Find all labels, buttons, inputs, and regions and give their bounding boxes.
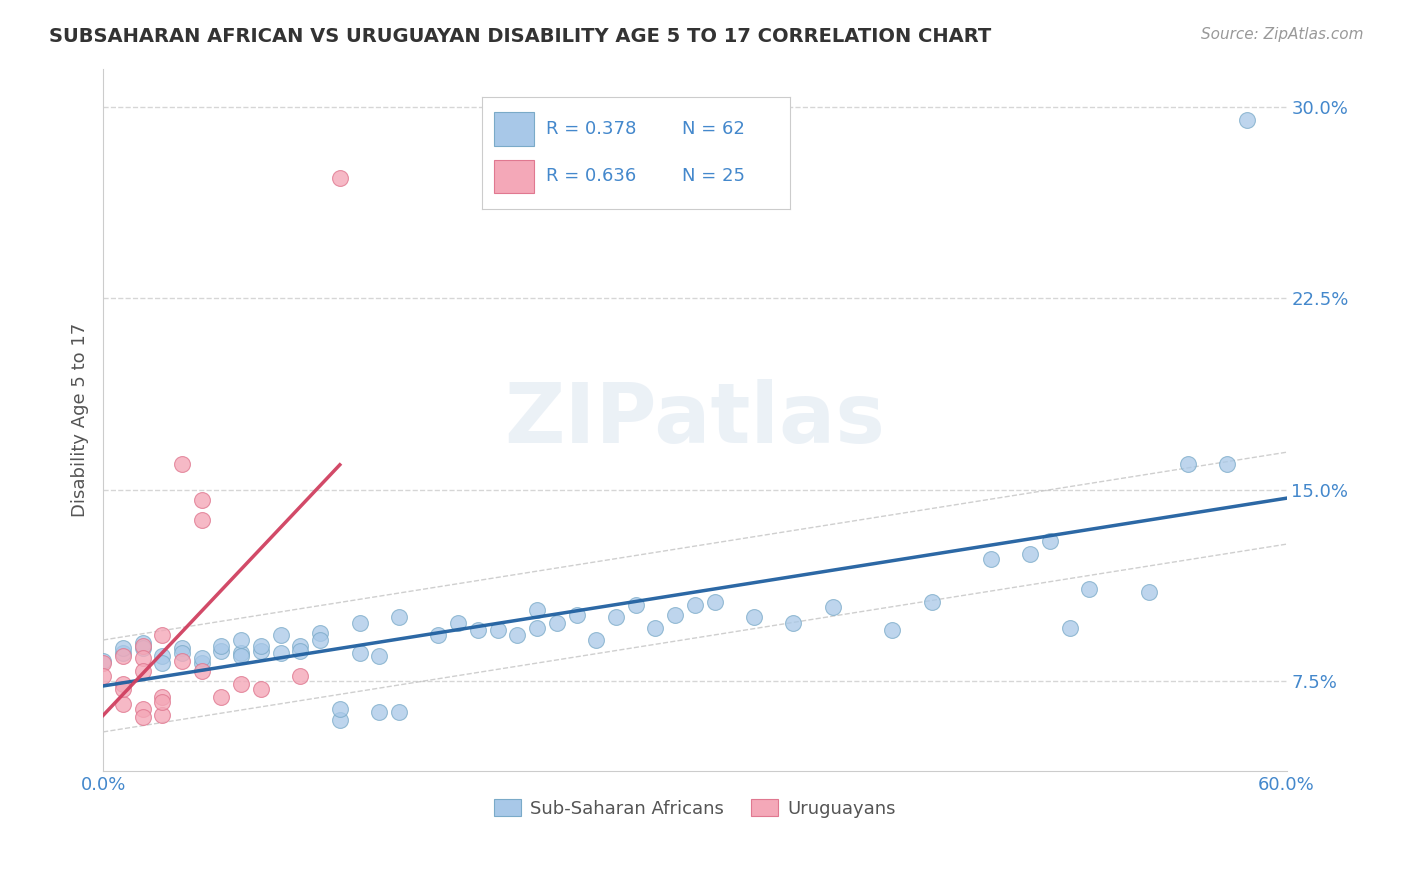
- Y-axis label: Disability Age 5 to 17: Disability Age 5 to 17: [72, 323, 89, 516]
- Point: [211, 690, 233, 704]
- Point: [231, 633, 253, 648]
- Point: [1019, 547, 1042, 561]
- Point: [309, 625, 332, 640]
- Text: ZIPatlas: ZIPatlas: [505, 379, 886, 460]
- Point: [546, 615, 568, 630]
- Point: [190, 651, 212, 665]
- Point: [368, 648, 391, 663]
- Point: [349, 646, 371, 660]
- Point: [150, 657, 173, 671]
- Point: [880, 624, 903, 638]
- Point: [211, 643, 233, 657]
- Point: [190, 657, 212, 671]
- Text: SUBSAHARAN AFRICAN VS URUGUAYAN DISABILITY AGE 5 TO 17 CORRELATION CHART: SUBSAHARAN AFRICAN VS URUGUAYAN DISABILI…: [49, 27, 991, 45]
- Point: [131, 710, 153, 724]
- Point: [111, 698, 134, 712]
- Legend: Sub-Saharan Africans, Uruguayans: Sub-Saharan Africans, Uruguayans: [486, 792, 903, 825]
- Point: [821, 600, 844, 615]
- Point: [1039, 533, 1062, 548]
- Point: [231, 648, 253, 663]
- Point: [486, 624, 509, 638]
- Point: [290, 639, 312, 653]
- Point: [270, 628, 292, 642]
- Point: [111, 681, 134, 696]
- Point: [150, 690, 173, 704]
- Point: [921, 595, 943, 609]
- Point: [980, 551, 1002, 566]
- Point: [664, 607, 686, 622]
- Point: [309, 633, 332, 648]
- Point: [782, 615, 804, 630]
- Point: [1137, 585, 1160, 599]
- Point: [170, 646, 193, 660]
- Point: [170, 641, 193, 656]
- Point: [131, 702, 153, 716]
- Point: [211, 639, 233, 653]
- Point: [250, 681, 273, 696]
- Point: [91, 669, 114, 683]
- Point: [150, 695, 173, 709]
- Point: [111, 641, 134, 656]
- Point: [427, 628, 450, 642]
- Point: [250, 643, 273, 657]
- Point: [329, 713, 352, 727]
- Point: [270, 646, 292, 660]
- Point: [526, 621, 548, 635]
- Point: [131, 651, 153, 665]
- Point: [585, 633, 607, 648]
- Point: [150, 648, 173, 663]
- Point: [329, 702, 352, 716]
- Point: [111, 677, 134, 691]
- Point: [231, 677, 253, 691]
- Point: [1078, 582, 1101, 597]
- Point: [329, 171, 352, 186]
- Point: [526, 603, 548, 617]
- Point: [1236, 112, 1258, 127]
- Point: [624, 598, 647, 612]
- Point: [91, 654, 114, 668]
- Point: [565, 607, 588, 622]
- Point: [250, 639, 273, 653]
- Point: [368, 705, 391, 719]
- Text: Source: ZipAtlas.com: Source: ZipAtlas.com: [1201, 27, 1364, 42]
- Point: [131, 664, 153, 678]
- Point: [231, 646, 253, 660]
- Point: [91, 657, 114, 671]
- Point: [467, 624, 489, 638]
- Point: [170, 458, 193, 472]
- Point: [150, 628, 173, 642]
- Point: [644, 621, 666, 635]
- Point: [388, 610, 411, 624]
- Point: [1216, 458, 1239, 472]
- Point: [388, 705, 411, 719]
- Point: [290, 669, 312, 683]
- Point: [447, 615, 470, 630]
- Point: [190, 513, 212, 527]
- Point: [111, 646, 134, 660]
- Point: [131, 636, 153, 650]
- Point: [742, 610, 765, 624]
- Point: [290, 643, 312, 657]
- Point: [131, 639, 153, 653]
- Point: [1059, 621, 1081, 635]
- Point: [131, 641, 153, 656]
- Point: [605, 610, 627, 624]
- Point: [683, 598, 706, 612]
- Point: [150, 707, 173, 722]
- Point: [1177, 458, 1199, 472]
- Point: [349, 615, 371, 630]
- Point: [111, 648, 134, 663]
- Point: [703, 595, 725, 609]
- Point: [170, 654, 193, 668]
- Point: [506, 628, 529, 642]
- Point: [190, 664, 212, 678]
- Point: [190, 493, 212, 508]
